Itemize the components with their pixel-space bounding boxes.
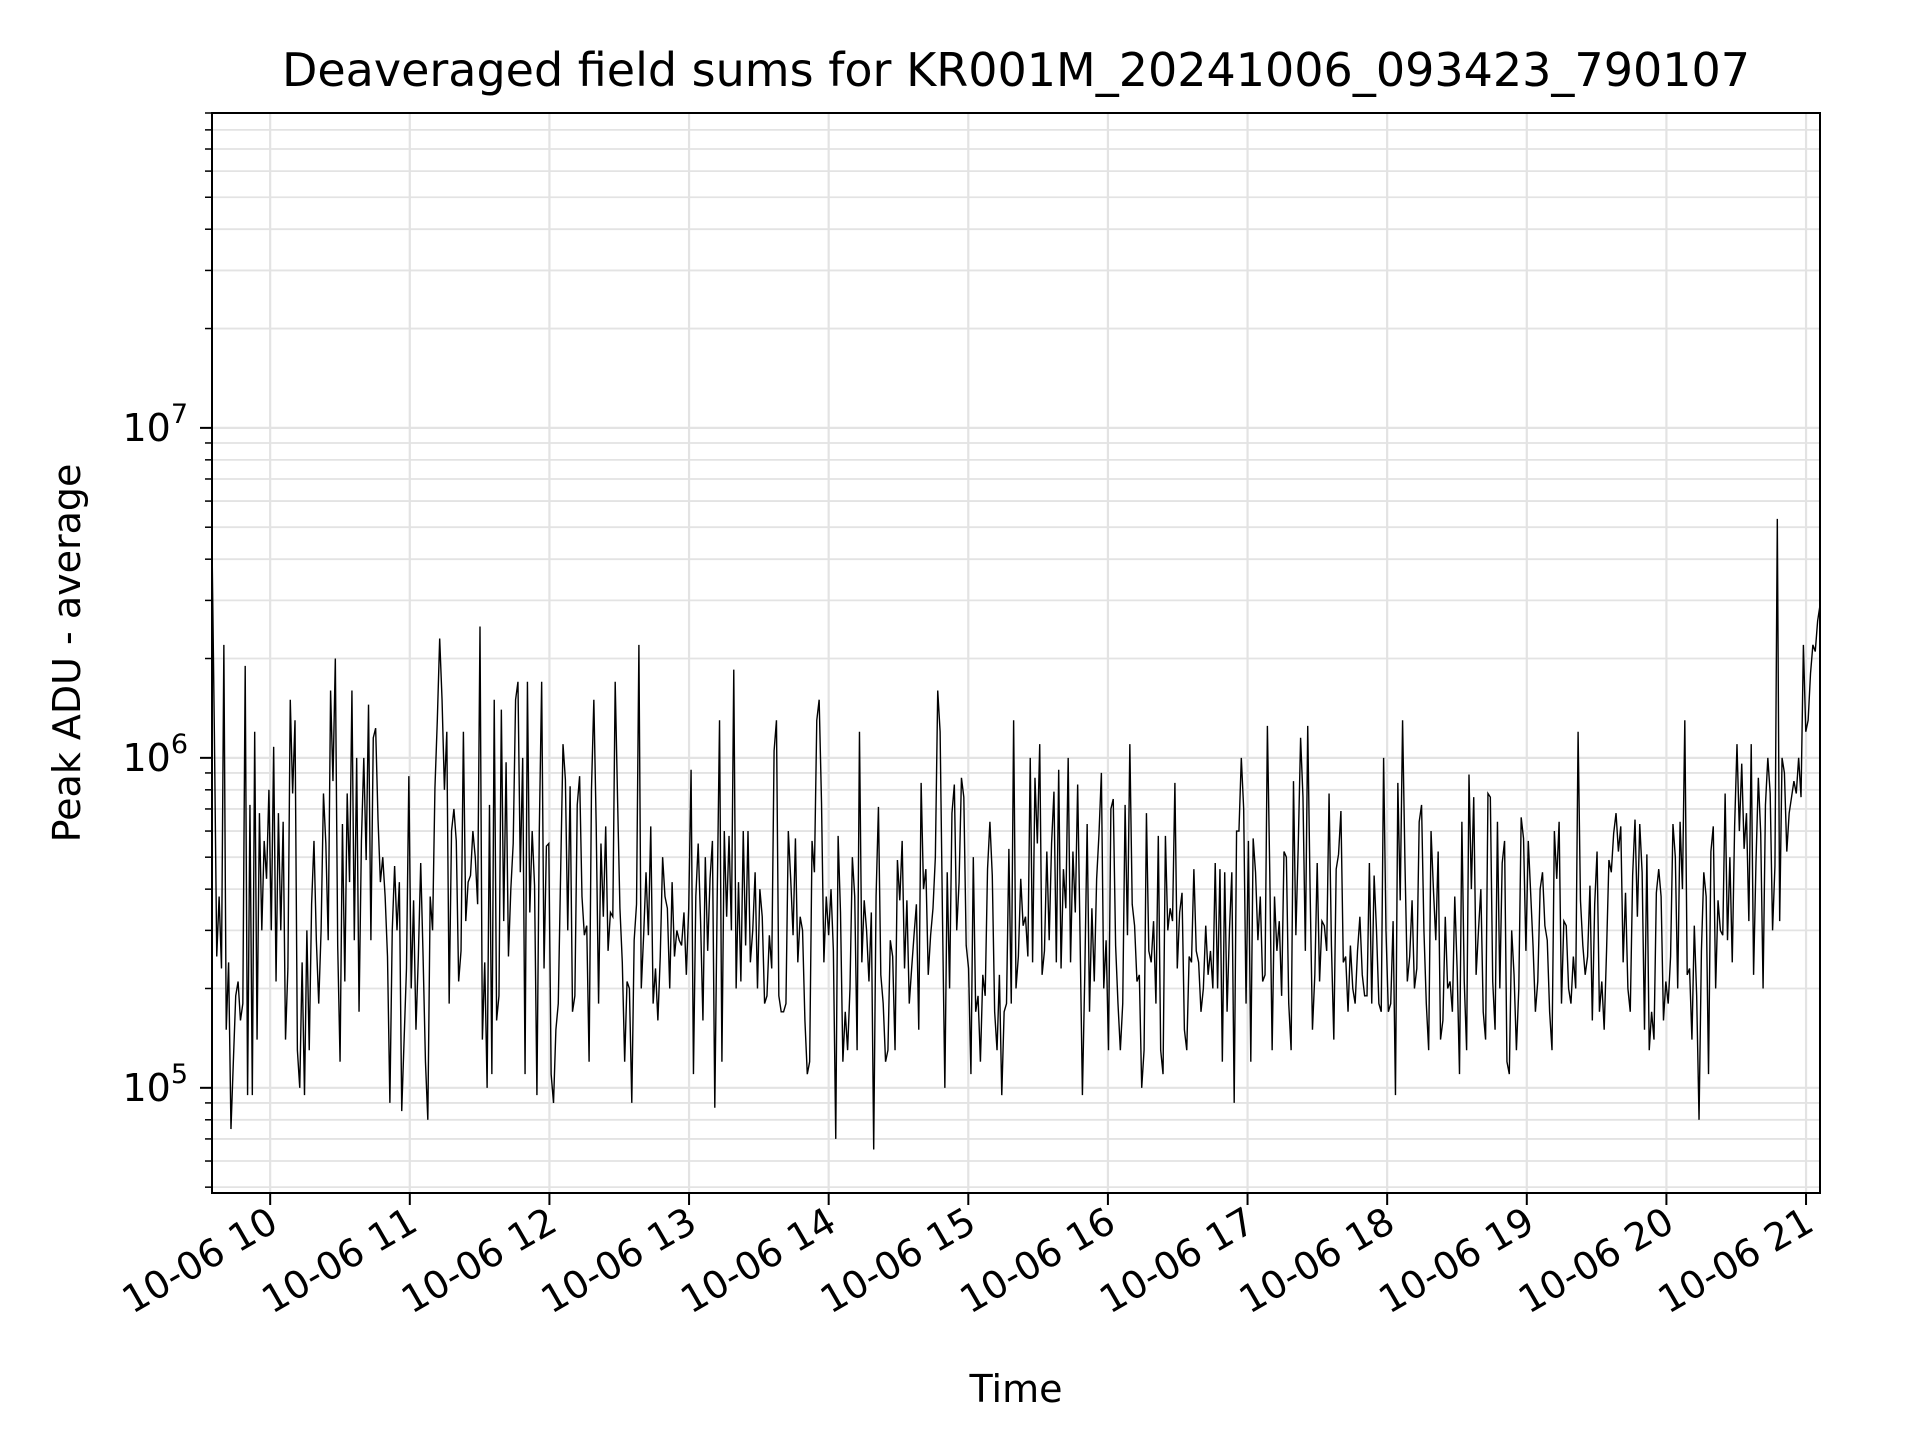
y-tick-label: 106 xyxy=(122,729,188,780)
y-tick-label: 107 xyxy=(122,399,188,450)
plot-frame xyxy=(211,112,1821,1194)
y-tick-exponent: 7 xyxy=(171,399,188,430)
y-tick-label: 105 xyxy=(122,1059,188,1110)
x-axis-label: Time xyxy=(969,1367,1063,1411)
y-tick-base: 10 xyxy=(122,406,170,450)
series-line xyxy=(211,518,1821,1150)
grid xyxy=(212,112,1820,1193)
series-layer xyxy=(211,518,1821,1150)
y-tick-exponent: 6 xyxy=(171,729,188,760)
y-tick-base: 10 xyxy=(122,736,170,780)
y-tick-base: 10 xyxy=(122,1066,170,1110)
y-tick-exponent: 5 xyxy=(171,1059,188,1090)
y-axis-label: Peak ADU - average xyxy=(45,464,89,843)
chart-title: Deaveraged field sums for KR001M_2024100… xyxy=(282,43,1750,97)
